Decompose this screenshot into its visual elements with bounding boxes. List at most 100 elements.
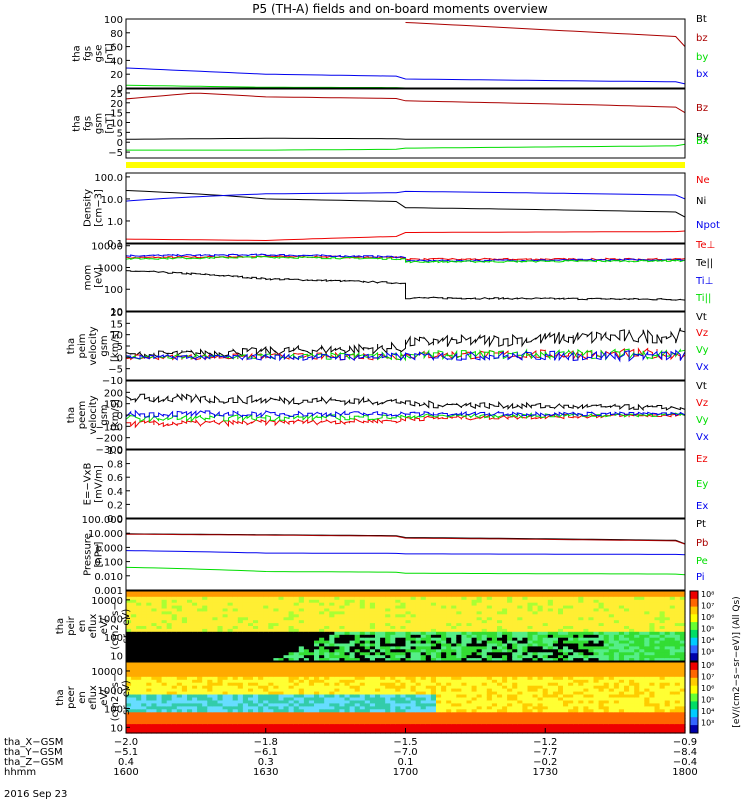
heatmap-cell (674, 637, 681, 642)
heatmap-cell (456, 697, 462, 702)
heatmap-cell (212, 611, 219, 615)
heatmap-cell (349, 649, 356, 653)
heatmap-cell (253, 634, 259, 639)
heatmap-cell (258, 591, 264, 595)
heatmap-cell (466, 694, 473, 699)
heatmap-cell (344, 623, 351, 627)
heatmap-cell (430, 679, 437, 684)
heatmap-cell (176, 694, 183, 699)
heatmap-cell (354, 634, 361, 639)
heatmap-cell (166, 676, 173, 681)
heatmap-cell (232, 658, 239, 662)
heatmap-cell (227, 700, 234, 705)
heatmap-cell (578, 599, 584, 604)
heatmap-cell (415, 623, 422, 627)
heatmap-cell (410, 673, 417, 678)
heatmap-cell (410, 682, 417, 687)
heatmap-cell (588, 623, 595, 627)
heatmap-cell (303, 697, 310, 702)
heatmap-cell (308, 658, 315, 662)
heatmap-cell (679, 623, 686, 627)
heatmap-cell (288, 611, 295, 615)
heatmap-cell (131, 673, 137, 678)
heatmap-cell (171, 599, 178, 604)
heatmap-cell (593, 626, 600, 630)
heatmap-cell (339, 688, 346, 693)
heatmap-cell (375, 611, 381, 615)
heatmap-cell (222, 614, 229, 618)
heatmap-cell (502, 614, 508, 618)
legend-Bt: Bt (696, 14, 707, 25)
heatmap-cell (288, 727, 295, 731)
heatmap-cell (512, 673, 518, 678)
heatmap-cell (532, 631, 539, 636)
heatmap-cell (156, 685, 163, 690)
heatmap-cell (146, 709, 152, 713)
heatmap-cell (517, 700, 523, 705)
heatmap-cell (436, 658, 442, 662)
heatmap-cell (324, 602, 330, 607)
heatmap-cell (639, 617, 645, 621)
heatmap-cell (192, 617, 198, 621)
heatmap-cell (222, 611, 229, 615)
heatmap-cell (588, 593, 595, 598)
heatmap-cell (303, 673, 310, 678)
heatmap-cell (669, 652, 676, 656)
heatmap-cell (522, 643, 529, 647)
heatmap-cell (471, 637, 478, 642)
heatmap-cell (263, 682, 269, 687)
heatmap-cell (324, 706, 330, 710)
heatmap-cell (390, 667, 396, 672)
heatmap-cell (242, 679, 249, 684)
heatmap-cell (303, 665, 310, 669)
heatmap-cell (420, 682, 427, 687)
heatmap-cell (253, 706, 259, 710)
heatmap-cell (466, 670, 473, 675)
heatmap-cell (451, 730, 457, 734)
heatmap-cell (273, 658, 280, 662)
heatmap-cell (446, 676, 452, 681)
heatmap-cell (232, 655, 239, 659)
heatmap-cell (369, 605, 376, 610)
heatmap-cell (329, 715, 335, 719)
heatmap-cell (192, 697, 198, 702)
heatmap-cell (369, 637, 376, 642)
heatmap-cell (400, 608, 407, 612)
heatmap-cell (420, 643, 427, 647)
heatmap-cell (390, 721, 396, 725)
heatmap-cell (491, 596, 498, 601)
heatmap-cell (202, 623, 208, 627)
heatmap-cell (547, 652, 554, 656)
heatmap-cell (237, 679, 244, 684)
heatmap-cell (166, 724, 173, 728)
heatmap-cell (436, 631, 442, 636)
heatmap-cell (644, 599, 650, 604)
heatmap-cell (242, 676, 249, 681)
heatmap-cell (369, 611, 376, 615)
heatmap-cell (319, 658, 325, 662)
heatmap-cell (227, 637, 234, 642)
heatmap-cell (207, 593, 213, 598)
heatmap-cell (237, 626, 244, 630)
heatmap-cell (476, 652, 483, 656)
heatmap-cell (639, 623, 645, 627)
panel-frame (125, 518, 686, 591)
heatmap-cell (156, 721, 163, 725)
heatmap-cell (227, 667, 234, 672)
heatmap-cell (278, 718, 285, 722)
heatmap-cell (359, 623, 366, 627)
heatmap-cell (308, 634, 315, 639)
heatmap-cell (563, 700, 569, 705)
heatmap-cell (568, 617, 574, 621)
heatmap-cell (441, 670, 447, 675)
heatmap-cell (146, 662, 152, 666)
heatmap-cell (354, 602, 361, 607)
heatmap-cell (131, 700, 137, 705)
heatmap-cell (558, 602, 564, 607)
heatmap-cell (491, 634, 498, 639)
heatmap-cell (197, 614, 203, 618)
heatmap-cell (466, 623, 473, 627)
heatmap-cell (253, 670, 259, 675)
heatmap-cell (268, 665, 274, 669)
heatmap-cell (537, 649, 544, 653)
